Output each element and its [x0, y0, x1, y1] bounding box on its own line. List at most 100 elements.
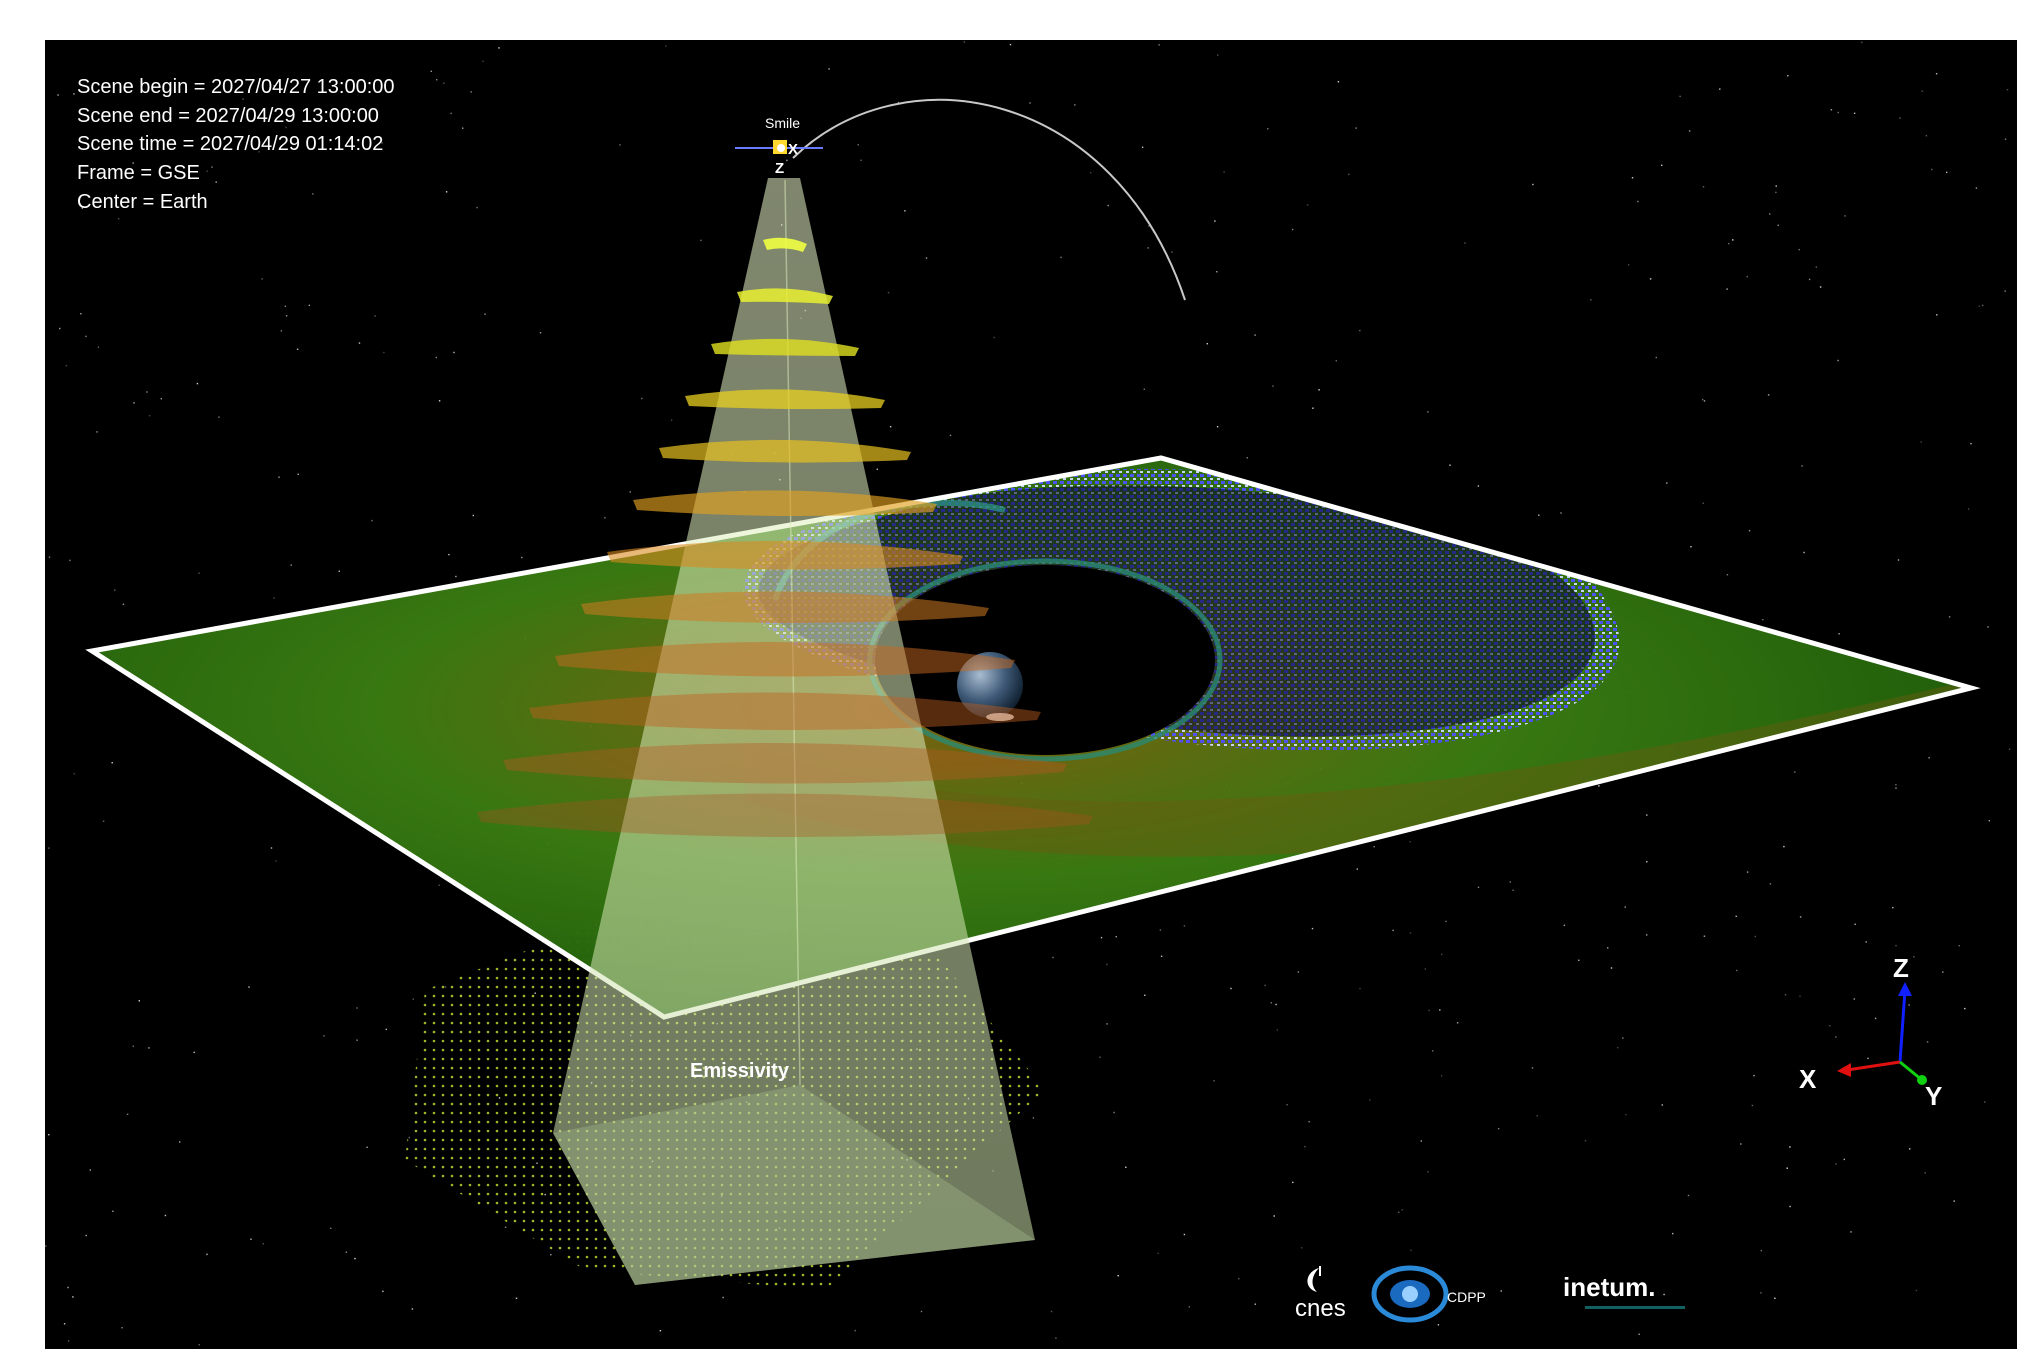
star	[57, 94, 59, 96]
star	[521, 556, 523, 559]
star	[114, 589, 116, 591]
star	[1895, 787, 1897, 789]
star	[275, 860, 277, 862]
star	[1427, 411, 1429, 413]
emissivity-slices	[477, 237, 1093, 838]
emissivity-slice	[763, 237, 807, 252]
star	[1590, 299, 1592, 301]
star	[1216, 271, 1218, 273]
star	[1984, 1101, 1986, 1103]
star	[1213, 1080, 1215, 1082]
star	[1794, 771, 1796, 773]
star	[381, 142, 383, 144]
star	[278, 476, 280, 478]
emissivity-slice	[555, 641, 1015, 677]
star	[453, 351, 455, 354]
star	[1762, 619, 1764, 621]
star	[1206, 343, 1208, 345]
star	[1264, 984, 1266, 987]
cnes-logo: cnes	[1295, 1266, 1346, 1322]
star	[118, 218, 120, 220]
star	[1844, 215, 1846, 217]
star	[1913, 956, 1915, 958]
star	[1661, 164, 1663, 166]
triad-x-label: X	[1799, 1064, 1817, 1094]
star	[1924, 1172, 1926, 1174]
star	[498, 47, 500, 49]
star	[284, 305, 286, 307]
star	[1753, 1074, 1755, 1077]
star	[1967, 508, 1970, 510]
star	[1624, 906, 1626, 908]
star	[1661, 1104, 1663, 1106]
star	[1775, 185, 1777, 187]
star	[1598, 785, 1600, 787]
star	[1009, 43, 1012, 46]
star	[539, 332, 542, 334]
star	[1843, 1158, 1845, 1161]
star	[85, 1234, 87, 1237]
star	[1306, 204, 1309, 206]
star	[354, 1257, 356, 1260]
star	[1703, 400, 1706, 402]
star	[1666, 482, 1668, 484]
star	[1672, 1232, 1674, 1235]
star	[1439, 1009, 1441, 1011]
star	[1925, 135, 1928, 137]
star	[1754, 935, 1756, 938]
star	[1275, 1003, 1277, 1006]
star	[215, 181, 217, 183]
star	[1935, 73, 1938, 75]
star	[1183, 1233, 1186, 1236]
star	[1748, 530, 1751, 532]
star	[1899, 117, 1901, 119]
star	[48, 1134, 50, 1136]
star	[1308, 1121, 1310, 1123]
star	[196, 382, 199, 385]
star	[1531, 1067, 1534, 1069]
star	[273, 597, 275, 599]
star	[1909, 1148, 1911, 1150]
star	[1318, 389, 1320, 391]
star	[1477, 886, 1480, 888]
star	[1560, 512, 1562, 514]
star	[1895, 784, 1897, 786]
star	[1830, 109, 1833, 111]
star	[1100, 936, 1103, 939]
smile-spacecraft[interactable]	[735, 140, 823, 154]
star	[1746, 871, 1749, 873]
star	[1702, 398, 1704, 401]
star	[455, 575, 457, 578]
scene-canvas[interactable]: Smile X Z Emissivity Z X Y	[45, 40, 2017, 1349]
frame-text: Frame = GSE	[77, 162, 200, 184]
star	[1160, 955, 1163, 957]
star	[1115, 936, 1117, 938]
star	[1410, 1249, 1412, 1251]
star	[1649, 278, 1652, 280]
emissivity-slice	[503, 742, 1067, 784]
star	[1946, 171, 1948, 174]
star	[1297, 971, 1299, 973]
star	[1445, 920, 1447, 923]
star	[1117, 1275, 1119, 1277]
star	[1157, 1252, 1159, 1255]
star	[121, 1327, 123, 1329]
star	[1895, 944, 1897, 947]
3d-viewport[interactable]: Smile X Z Emissivity Z X Y Scene begin =…	[45, 40, 2017, 1349]
star	[1449, 464, 1451, 466]
star	[1837, 111, 1839, 114]
star	[1304, 1145, 1306, 1148]
star	[1687, 1194, 1690, 1197]
star	[1432, 1050, 1434, 1052]
star	[925, 257, 928, 259]
scene-time-text: Scene time = 2027/04/29 01:14:02	[77, 133, 384, 155]
star	[220, 116, 223, 118]
star	[482, 60, 484, 62]
star	[1409, 932, 1412, 934]
star	[904, 210, 906, 212]
star	[1638, 1333, 1640, 1335]
star	[382, 1290, 384, 1293]
star	[665, 45, 667, 47]
star	[323, 1035, 325, 1037]
emissivity-slice	[607, 540, 963, 570]
